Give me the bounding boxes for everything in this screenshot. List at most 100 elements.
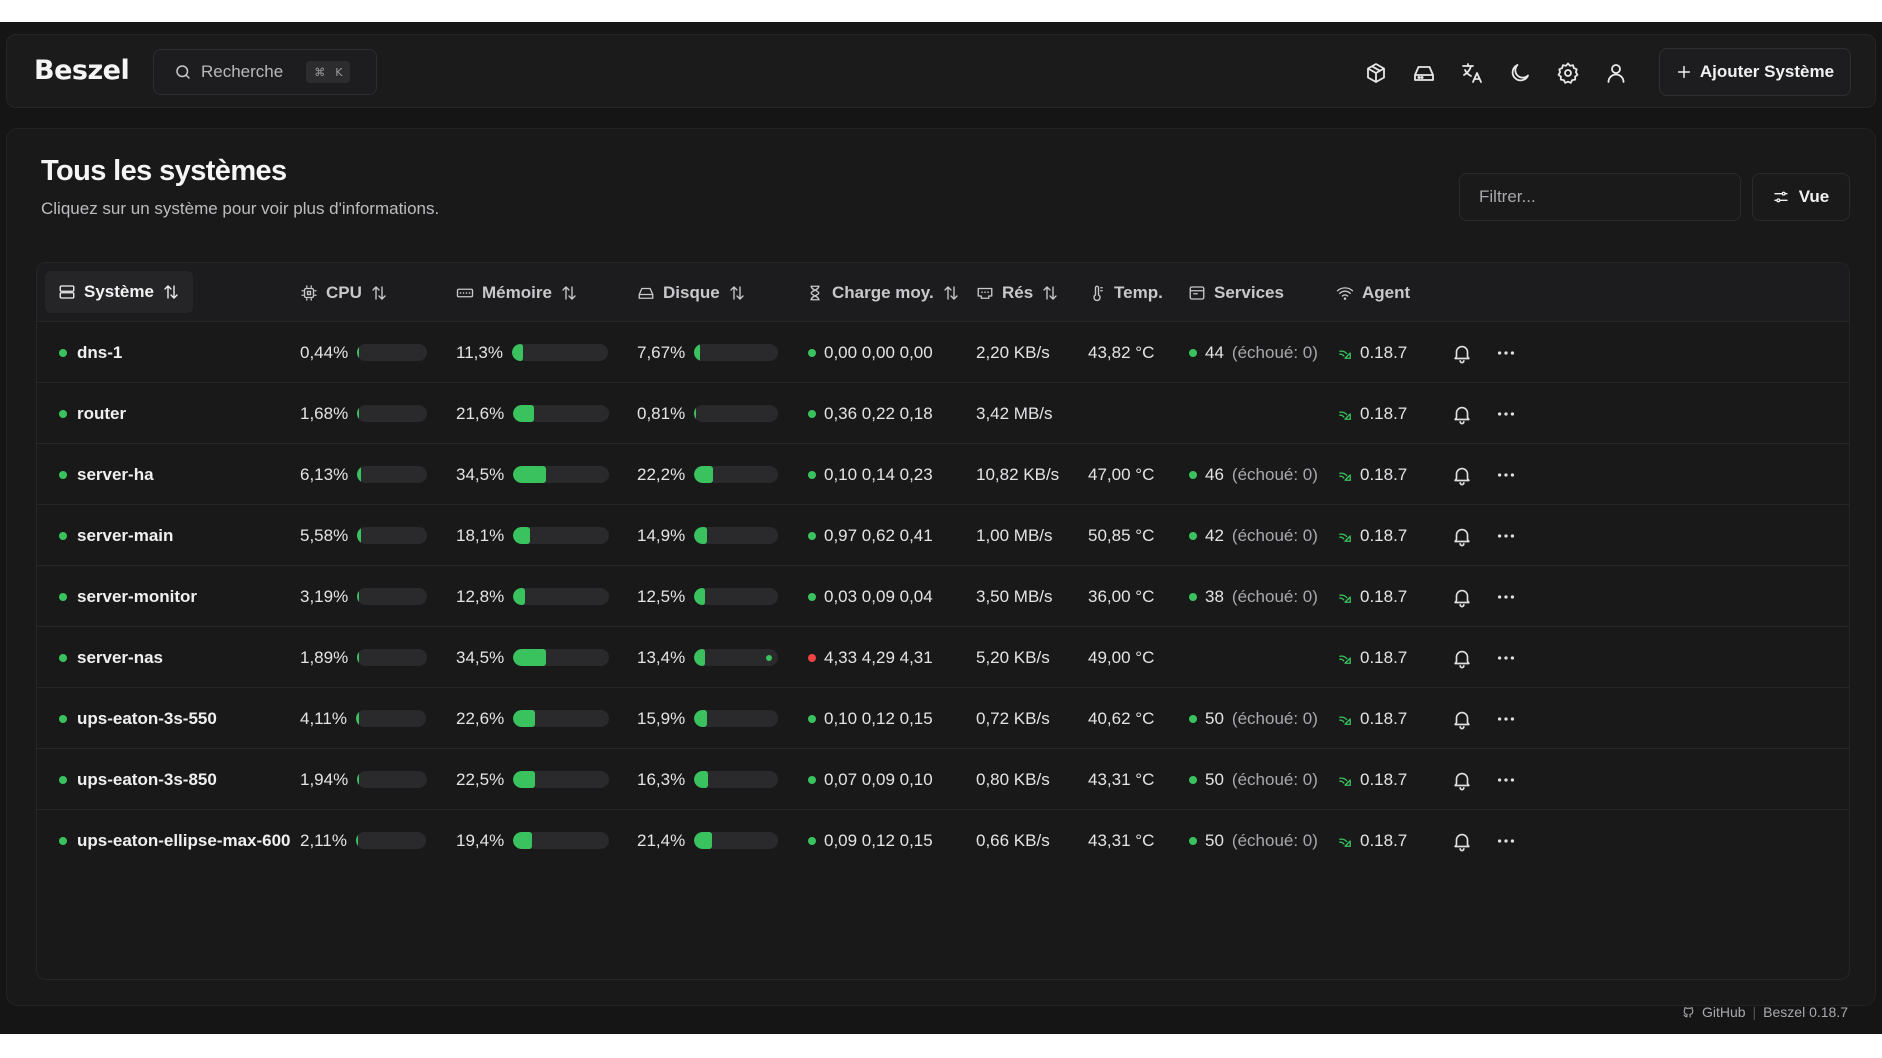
temp-value: 43,82 °C xyxy=(1088,342,1155,362)
filter-input[interactable]: Filtrer... xyxy=(1459,173,1741,221)
column-header-temp[interactable]: Temp. xyxy=(1088,263,1163,322)
bell-icon[interactable] xyxy=(1451,586,1475,610)
table-row[interactable]: ups-eaton-3s-550 4,11% 22,6% 15,9% 0,10 0,12… xyxy=(37,688,1849,749)
system-name[interactable]: ups-eaton-3s-850 xyxy=(77,769,217,789)
system-name-cell[interactable]: router xyxy=(59,383,126,444)
system-name-cell[interactable]: ups-eaton-3s-850 xyxy=(59,749,217,810)
memory-cell: 34,5% xyxy=(456,627,610,688)
cpu-bar-fill xyxy=(357,405,360,422)
status-dot-up xyxy=(59,409,67,418)
hard-drive-icon[interactable] xyxy=(1412,61,1436,85)
github-link[interactable]: GitHub xyxy=(1701,1004,1746,1020)
table-row[interactable]: ups-eaton-ellipse-max-600 2,11% 19,4% 21,4%… xyxy=(37,810,1849,871)
top-navbar: Beszel Recherche ⌘ K Ajouter Système xyxy=(6,34,1876,108)
system-name-cell[interactable]: ups-eaton-3s-550 xyxy=(59,688,217,749)
more-menu-icon[interactable] xyxy=(1495,342,1519,366)
system-name[interactable]: ups-eaton-ellipse-max-600 xyxy=(77,830,291,850)
agent-version: 0.18.7 xyxy=(1360,403,1408,423)
add-system-button[interactable]: Ajouter Système xyxy=(1659,48,1851,96)
version-link[interactable]: Beszel 0.18.7 xyxy=(1763,1004,1848,1020)
column-header-load[interactable]: Charge moy. xyxy=(806,263,960,322)
app-window: Beszel Recherche ⌘ K Ajouter Système Tou… xyxy=(0,22,1882,1034)
cpu-cell: 6,13% xyxy=(300,444,428,505)
table-row[interactable]: server-ha 6,13% 34,5% 22,2% 0,10 0,14 0,23 10… xyxy=(37,444,1849,505)
column-header-system[interactable]: Système xyxy=(45,271,193,313)
search-button[interactable]: Recherche ⌘ K xyxy=(153,49,377,95)
footer-separator: | xyxy=(1752,1004,1757,1020)
column-header-cpu[interactable]: CPU xyxy=(300,263,388,322)
table-row[interactable]: server-main 5,58% 18,1% 14,9% 0,97 0,62 0,41… xyxy=(37,505,1849,566)
disk-cell: 7,67% xyxy=(637,322,779,383)
net-cell: 1,00 MB/s xyxy=(976,505,1053,566)
status-dot-up xyxy=(59,531,67,540)
cpu-cell: 1,94% xyxy=(300,749,428,810)
system-name[interactable]: router xyxy=(77,403,127,423)
system-name[interactable]: server-nas xyxy=(77,647,164,667)
table-row[interactable]: server-nas 1,89% 34,5% 13,4% 4,33 4,29 4,31 5… xyxy=(37,627,1849,688)
column-header-services[interactable]: Services xyxy=(1188,263,1284,322)
bell-icon[interactable] xyxy=(1451,830,1475,854)
system-name-cell[interactable]: server-ha xyxy=(59,444,154,505)
load-cell: 0,03 0,09 0,04 xyxy=(808,566,933,627)
more-menu-icon[interactable] xyxy=(1495,830,1519,854)
column-header-disk[interactable]: Disque xyxy=(637,263,746,322)
agent-status-icon xyxy=(1338,590,1352,604)
more-menu-icon[interactable] xyxy=(1495,525,1519,549)
table-row[interactable]: server-monitor 3,19% 12,8% 12,5% 0,03 0,09 0… xyxy=(37,566,1849,627)
memory-value: 34,5% xyxy=(456,464,505,484)
system-name[interactable]: dns-1 xyxy=(77,342,123,362)
translate-icon[interactable] xyxy=(1460,61,1484,85)
system-name-cell[interactable]: ups-eaton-ellipse-max-600 xyxy=(59,810,291,871)
more-menu-icon[interactable] xyxy=(1495,647,1519,671)
temp-cell: 43,31 °C xyxy=(1088,810,1154,871)
services-status-dot xyxy=(1189,470,1197,479)
more-menu-icon[interactable] xyxy=(1495,586,1519,610)
system-name[interactable]: ups-eaton-3s-550 xyxy=(77,708,217,728)
more-menu-icon[interactable] xyxy=(1495,403,1519,427)
moon-icon[interactable] xyxy=(1508,61,1532,85)
column-header-agent[interactable]: Agent xyxy=(1336,263,1410,322)
column-header-memory[interactable]: Mémoire xyxy=(456,263,578,322)
memory-bar xyxy=(513,405,610,422)
more-menu-icon[interactable] xyxy=(1495,464,1519,488)
gear-icon[interactable] xyxy=(1556,61,1580,85)
memory-value: 22,5% xyxy=(456,769,505,789)
system-name-cell[interactable]: server-nas xyxy=(59,627,163,688)
disk-bar-fill xyxy=(694,771,709,788)
table-row[interactable]: ups-eaton-3s-850 1,94% 22,5% 16,3% 0,07 0,09… xyxy=(37,749,1849,810)
cpu-bar xyxy=(355,832,426,849)
agent-version: 0.18.7 xyxy=(1360,769,1408,789)
bell-icon[interactable] xyxy=(1451,403,1475,427)
services-status-dot xyxy=(1189,775,1197,784)
column-header-net[interactable]: Rés xyxy=(976,263,1059,322)
system-name-cell[interactable]: server-main xyxy=(59,505,173,566)
system-name[interactable]: server-monitor xyxy=(77,586,197,606)
package-icon[interactable] xyxy=(1364,61,1388,85)
user-icon[interactable] xyxy=(1604,61,1628,85)
services-failed: (échoué: 0) xyxy=(1231,769,1318,789)
view-button[interactable]: Vue xyxy=(1752,173,1850,221)
table-row[interactable]: router 1,68% 21,6% 0,81% 0,36 0,22 0,18 3,42 … xyxy=(37,383,1849,444)
cpu-cell: 4,11% xyxy=(300,688,426,749)
bell-icon[interactable] xyxy=(1451,525,1475,549)
memory-bar-fill xyxy=(513,771,536,788)
bell-icon[interactable] xyxy=(1451,708,1475,732)
bell-icon[interactable] xyxy=(1451,647,1475,671)
bell-icon[interactable] xyxy=(1451,769,1475,793)
load-cell: 0,10 0,12 0,15 xyxy=(808,688,933,749)
more-menu-icon[interactable] xyxy=(1495,769,1519,793)
system-name[interactable]: server-main xyxy=(77,525,174,545)
page-title: Tous les systèmes xyxy=(41,155,287,187)
table-row[interactable]: dns-1 0,44% 11,3% 7,67% 0,00 0,00 0,00 2,20 K… xyxy=(37,322,1849,383)
bell-icon[interactable] xyxy=(1451,464,1475,488)
disk-bar-fill xyxy=(694,588,706,605)
cpu-bar xyxy=(357,405,428,422)
thermometer-icon xyxy=(1093,285,1103,301)
app-logo[interactable]: Beszel xyxy=(34,55,130,86)
system-name-cell[interactable]: dns-1 xyxy=(59,322,122,383)
system-name[interactable]: server-ha xyxy=(77,464,154,484)
bell-icon[interactable] xyxy=(1451,342,1475,366)
cpu-bar xyxy=(355,710,426,727)
system-name-cell[interactable]: server-monitor xyxy=(59,566,197,627)
more-menu-icon[interactable] xyxy=(1495,708,1519,732)
